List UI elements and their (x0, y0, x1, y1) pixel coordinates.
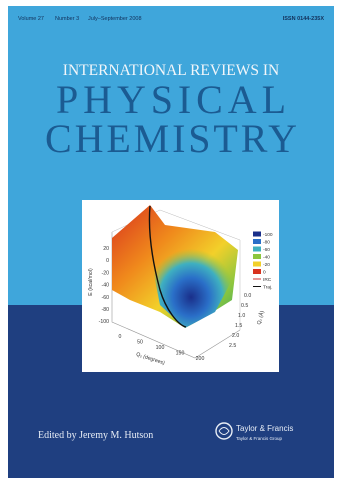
publisher-logo (215, 422, 233, 440)
legend-label: -20 (263, 262, 270, 268)
z-axis-label: Q₁ (Å) (255, 310, 265, 326)
legend-label: Traj. (263, 284, 272, 290)
issn: ISSN 0144-235X (283, 16, 325, 22)
publisher-logo-mark (218, 427, 230, 435)
x-tick-label: 0 (119, 334, 122, 340)
title-line1: INTERNATIONAL REVIEWS IN (63, 62, 279, 79)
z-tick-label: 1.5 (235, 323, 242, 329)
y-tick-label: 20 (103, 246, 109, 252)
legend-swatch (253, 246, 261, 252)
legend-label: -60 (263, 247, 270, 253)
legend-label: -40 (263, 254, 270, 260)
legend-swatch (253, 261, 261, 267)
z-tick-label: 1.0 (238, 313, 245, 319)
legend-label: -100 (263, 232, 273, 238)
x-tick-label: 150 (176, 351, 185, 357)
y-tick-label: 0 (106, 258, 109, 264)
date: July–September 2008 (88, 16, 142, 22)
y-tick-label: -80 (102, 307, 110, 313)
legend-swatch (253, 239, 261, 244)
y-tick-label: -60 (102, 295, 110, 301)
title-line2: PHYSICAL (56, 77, 286, 122)
y-tick-label: -20 (102, 270, 110, 276)
legend-label: IRC (263, 277, 272, 283)
publisher-group: Taylor & Francis Group (236, 436, 283, 441)
editor: Edited by Jeremy M. Hutson (38, 430, 153, 441)
z-tick-label: 2.0 (232, 333, 239, 339)
irc-path (148, 205, 187, 328)
surface-well (150, 240, 232, 328)
x-tick-label: 50 (137, 340, 143, 346)
legend-swatch (253, 231, 261, 237)
y-axis-label: E (kcal/mol) (88, 268, 94, 296)
volume: Volume 27 (18, 16, 44, 22)
y-tick-label: -100 (99, 319, 109, 325)
z-tick-label: 2.5 (229, 343, 236, 349)
z-tick-label: 0.0 (244, 293, 251, 299)
legend-swatch (253, 269, 261, 274)
x-tick-label: 100 (156, 345, 165, 351)
publisher-name: Taylor & Francis (236, 424, 293, 433)
x-tick-label: 200 (196, 356, 205, 362)
legend-label: 0 (263, 269, 266, 275)
y-tick-label: -40 (102, 283, 110, 289)
legend-label: -80 (263, 239, 270, 245)
z-tick-label: 0.5 (241, 303, 248, 309)
number: Number 3 (55, 16, 79, 22)
legend-swatch (253, 254, 261, 259)
